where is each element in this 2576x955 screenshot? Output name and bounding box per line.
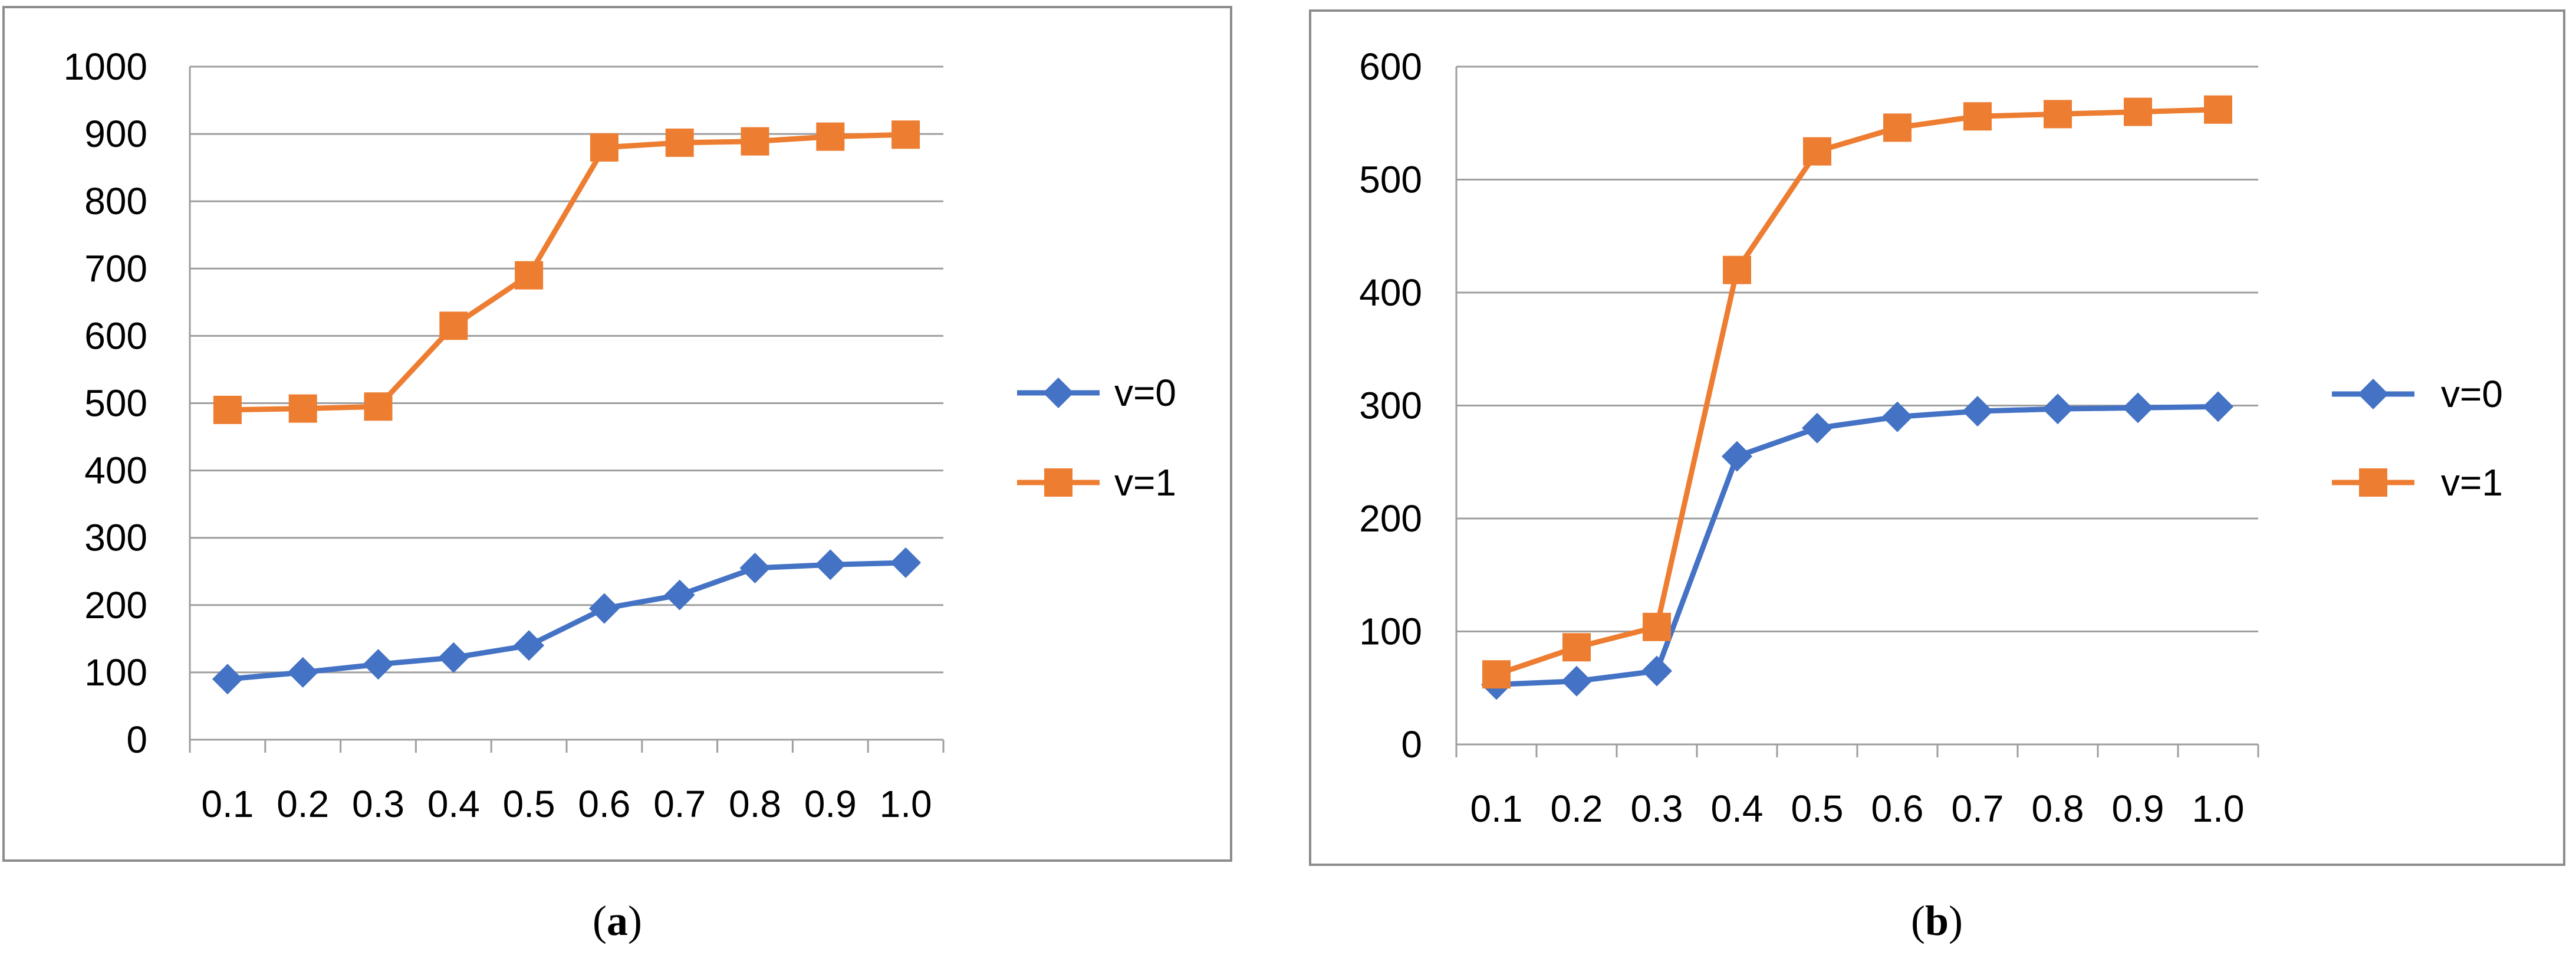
data-point-v0: [438, 642, 469, 673]
x-tick-label: 0.8: [2032, 787, 2084, 830]
legend-label: v=0: [2441, 373, 2503, 415]
chart-b: 0 100 200 300 400 500 600 0.1 0.2 0.3 0.4 0.5 0.6 0.7…: [1359, 45, 2503, 830]
y-tick-label: 1000: [64, 45, 147, 88]
data-point-v0: [1882, 401, 1913, 432]
x-tick-label: 0.3: [352, 783, 404, 825]
data-point-v1: [2044, 100, 2072, 129]
data-point-v1: [665, 128, 694, 157]
series-line-v0: [225, 560, 909, 682]
data-point-v0: [1561, 665, 1592, 697]
data-point-v0: [1722, 441, 1752, 472]
data-point-v1: [2204, 95, 2232, 124]
x-tick-label: 0.1: [201, 783, 254, 825]
series-line-v1: [1493, 107, 2221, 677]
data-point-v1: [1883, 113, 1912, 142]
x-tick-label: 0.2: [277, 783, 329, 825]
data-point-v1: [288, 394, 317, 423]
data-point-v1: [891, 120, 920, 149]
y-tick-label: 500: [84, 382, 147, 425]
legend-diamond-marker: [1043, 378, 1074, 408]
data-point-v1: [1482, 660, 1511, 689]
data-point-v1: [1562, 633, 1591, 662]
data-point-v0: [1802, 412, 1833, 444]
data-point-v1: [213, 395, 242, 424]
data-point-v0: [890, 547, 922, 578]
x-tick-label: 0.5: [1791, 787, 1844, 830]
y-tick-label: 100: [1359, 611, 1422, 653]
data-point-v0: [1641, 655, 1672, 687]
data-point-v1: [1643, 612, 1671, 641]
chart-a: 0 100 200 300 400 500 600 700 800 900 1000 0.1 0.2 0.…: [64, 45, 1176, 825]
data-point-v1: [515, 261, 544, 290]
y-tick-label: 600: [84, 314, 147, 357]
y-tick-label: 0: [126, 718, 147, 761]
data-point-v1: [816, 122, 845, 151]
data-point-v0: [2042, 393, 2073, 425]
data-point-v1: [1963, 102, 1992, 131]
data-point-v1: [364, 392, 393, 421]
y-tick-label: 500: [1359, 159, 1422, 201]
x-tick-label: 0.4: [427, 783, 480, 825]
panel-b-frame: [1309, 9, 2565, 866]
y-tick-label: 800: [84, 180, 147, 222]
data-point-v0: [514, 630, 545, 661]
series-line-v1: [225, 132, 909, 413]
legend-label: v=0: [1114, 372, 1176, 414]
data-point-v0: [1962, 396, 1993, 427]
caption-b: (b): [1911, 897, 1963, 944]
legend-label: v=1: [2441, 461, 2503, 504]
y-tick-label: 300: [1359, 385, 1422, 427]
y-tick-label: 300: [84, 517, 147, 559]
x-tick-label: 0.2: [1551, 787, 1603, 830]
x-tick-label: 0.6: [578, 783, 630, 825]
data-point-v1: [590, 133, 618, 162]
data-point-v0: [664, 579, 695, 611]
x-tick-label: 1.0: [880, 783, 932, 825]
y-tick-label: 700: [84, 247, 147, 290]
y-tick-label: 900: [84, 113, 147, 155]
data-point-v1: [2124, 97, 2152, 126]
y-tick-label: 600: [1359, 45, 1422, 88]
x-tick-label: 0.1: [1470, 787, 1523, 830]
data-point-v1: [439, 311, 468, 340]
legend-square-marker: [1044, 468, 1072, 497]
legend-square-marker: [2359, 468, 2387, 497]
y-tick-label: 200: [1359, 497, 1422, 540]
data-point-v0: [2203, 391, 2233, 422]
panel-b: 0 100 200 300 400 500 600 0.1 0.2 0.3 0.4 0.5 0.6 0.7…: [1309, 9, 2565, 866]
y-tick-label: 100: [84, 651, 147, 694]
x-tick-label: 0.5: [503, 783, 555, 825]
data-point-v0: [2123, 392, 2153, 424]
x-tick-label: 0.8: [729, 783, 781, 825]
data-point-v0: [815, 549, 846, 580]
y-tick-label: 0: [1401, 723, 1422, 766]
legend-diamond-marker: [2358, 379, 2389, 409]
data-point-v1: [1803, 137, 1831, 166]
y-tick-label: 200: [84, 584, 147, 626]
caption-a: (a): [593, 897, 642, 944]
data-point-v0: [212, 664, 243, 695]
x-tick-label: 0.7: [1952, 787, 2004, 830]
data-point-v0: [287, 657, 318, 688]
y-tick-label: 400: [84, 449, 147, 492]
data-point-v0: [739, 553, 771, 584]
x-tick-label: 0.6: [1871, 787, 1924, 830]
x-tick-label: 0.9: [2112, 787, 2164, 830]
y-tick-label: 400: [1359, 271, 1422, 314]
data-point-v0: [588, 593, 620, 624]
legend-label: v=1: [1114, 461, 1176, 504]
x-tick-label: 0.9: [804, 783, 857, 825]
series-line-v0: [1493, 403, 2221, 688]
x-tick-label: 0.7: [653, 783, 706, 825]
data-point-v1: [1723, 255, 1751, 284]
x-tick-label: 0.3: [1631, 787, 1683, 830]
x-tick-label: 0.4: [1711, 787, 1764, 830]
data-point-v0: [363, 649, 394, 680]
data-point-v1: [741, 127, 769, 156]
panel-a: 0 100 200 300 400 500 600 700 800 900 1000 0.1 0.2 0.…: [2, 6, 1232, 862]
x-tick-label: 1.0: [2192, 787, 2245, 830]
